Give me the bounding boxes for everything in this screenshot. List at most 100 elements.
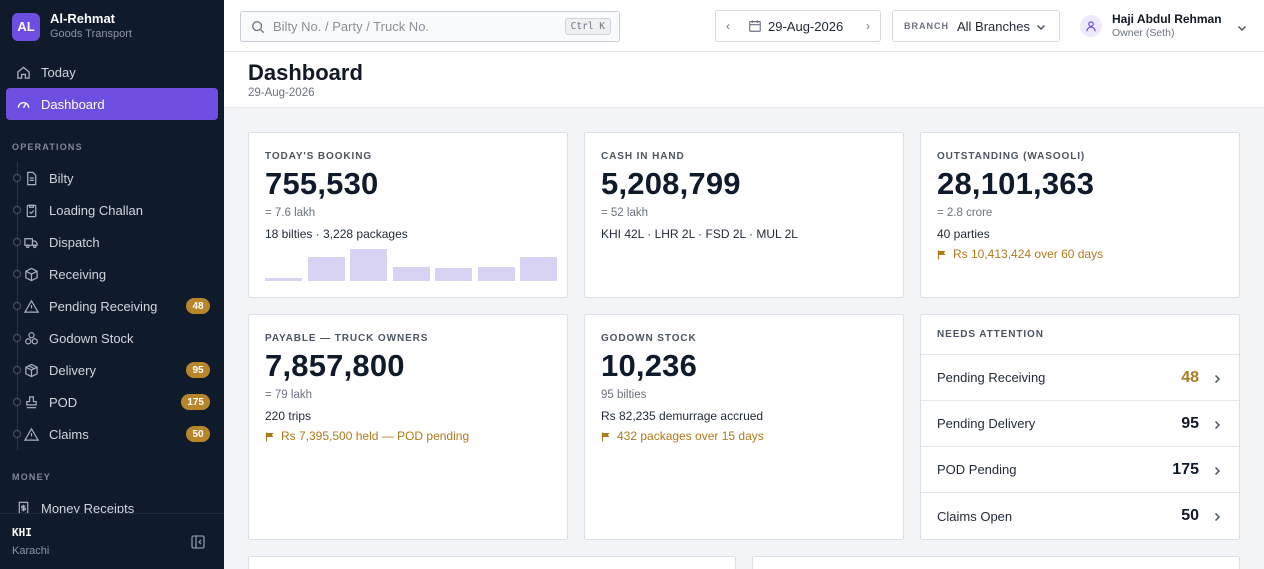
sparkline-bar (350, 249, 387, 281)
search-input[interactable] (273, 19, 553, 34)
user-icon (1080, 15, 1102, 37)
count-badge: 175 (181, 394, 210, 410)
next-date-button[interactable]: › (866, 19, 870, 33)
truck-icon (22, 233, 40, 251)
sidebar-item-label: Delivery (49, 362, 96, 378)
attention-count: 95 (1181, 414, 1199, 432)
document-icon (22, 169, 40, 187)
card-todays-booking[interactable]: TODAY'S BOOKING 755,530 = 7.6 lakh 18 bi… (248, 132, 568, 298)
card-label: OUTSTANDING (WASOOLI) (937, 151, 1086, 162)
card-subtext: = 52 lakh (601, 207, 648, 219)
attention-row-pending-delivery[interactable]: Pending Delivery 95 (921, 401, 1239, 447)
sidebar-item-loading-challan[interactable]: Loading Challan (0, 194, 224, 226)
sidebar-item-bilty[interactable]: Bilty (0, 162, 224, 194)
flag-icon (265, 431, 275, 442)
sparkline-bar (265, 278, 302, 281)
user-menu[interactable]: Haji Abdul Rehman Owner (Seth) (1080, 9, 1250, 43)
collapse-sidebar-icon[interactable] (190, 534, 206, 550)
card-godown-stock[interactable]: GODOWN STOCK 10,236 95 bilties Rs 82,235… (584, 314, 904, 540)
card-value: 28,101,363 (937, 166, 1095, 201)
page-heading: Dashboard 29-Aug-2026 (224, 52, 1264, 108)
sidebar-item-delivery[interactable]: Delivery 95 (0, 354, 224, 386)
sidebar-item-dispatch[interactable]: Dispatch (0, 226, 224, 258)
card-payable-truck-owners[interactable]: PAYABLE — TRUCK OWNERS 7,857,800 = 79 la… (248, 314, 568, 540)
card-detail: 40 parties (937, 227, 990, 241)
sidebar-item-pending-receiving[interactable]: Pending Receiving 48 (0, 290, 224, 322)
attention-row-pending-receiving[interactable]: Pending Receiving 48 (921, 355, 1239, 401)
card-label: CASH IN HAND (601, 151, 685, 162)
count-badge: 95 (186, 362, 210, 378)
card-outstanding[interactable]: OUTSTANDING (WASOOLI) 28,101,363 = 2.8 c… (920, 132, 1240, 298)
sidebar-item-label: POD (49, 394, 78, 410)
sparkline-bar (307, 257, 345, 281)
sidebar-item-claims[interactable]: Claims 50 (0, 418, 224, 450)
user-role: Owner (Seth) (1112, 27, 1175, 39)
search-box[interactable]: Ctrl K (240, 11, 620, 42)
attention-row-pod-pending[interactable]: POD Pending 175 (921, 447, 1239, 493)
sidebar-item-receiving[interactable]: Receiving (0, 258, 224, 290)
chevron-right-icon (1211, 464, 1223, 476)
tree-dot (13, 430, 21, 438)
stamp-icon (22, 393, 40, 411)
brand-subtitle: Goods Transport (50, 28, 132, 40)
card-detail: KHI 42L · LHR 2L · FSD 2L · MUL 2L (601, 227, 798, 241)
card-cash-in-hand[interactable]: CASH IN HAND 5,208,799 = 52 lakh KHI 42L… (584, 132, 904, 298)
card-label: GODOWN STOCK (601, 333, 697, 344)
warning-icon (22, 297, 40, 315)
attention-label: POD Pending (937, 462, 1017, 477)
flag-icon (601, 431, 611, 442)
card-subtext: = 79 lakh (265, 389, 312, 401)
card-subtext: = 2.8 crore (937, 207, 993, 219)
card-warning: 432 packages over 15 days (601, 429, 764, 443)
tree-dot (13, 366, 21, 374)
nav-top: Today Dashboard (6, 56, 218, 120)
brand-name: Al-Rehmat (50, 11, 116, 26)
bottom-card-left (248, 556, 736, 569)
chevron-right-icon (1211, 372, 1223, 384)
card-detail: 18 bilties · 3,228 packages (265, 227, 408, 241)
branch-select[interactable]: BRANCH All Branches (892, 10, 1060, 42)
alert-icon (22, 425, 40, 443)
attention-count: 48 (1181, 368, 1199, 386)
card-warning-text: Rs 7,395,500 held — POD pending (281, 429, 470, 443)
selected-date[interactable]: 29-Aug-2026 (768, 18, 844, 34)
gauge-icon (14, 95, 32, 113)
attention-row-claims-open[interactable]: Claims Open 50 (921, 493, 1239, 539)
sidebar-item-godown-stock[interactable]: Godown Stock (0, 322, 224, 354)
chevron-down-icon (1035, 20, 1047, 32)
chevron-right-icon (1211, 510, 1223, 522)
sidebar-item-today[interactable]: Today (6, 56, 218, 88)
card-label: PAYABLE — TRUCK OWNERS (265, 333, 429, 344)
branch-code: KHI (12, 526, 32, 539)
card-subtext: = 7.6 lakh (265, 207, 316, 219)
bottom-card-right (752, 556, 1240, 569)
sidebar-item-dashboard[interactable]: Dashboard (6, 88, 218, 120)
card-value: 10,236 (601, 348, 698, 383)
brand[interactable]: AL Al-Rehmat Goods Transport (12, 12, 132, 41)
sidebar-item-pod[interactable]: POD 175 (0, 386, 224, 418)
card-warning-text: 432 packages over 15 days (617, 429, 764, 443)
sidebar-item-label: Today (41, 64, 76, 80)
card-value: 7,857,800 (265, 348, 405, 383)
sidebar-item-label: Loading Challan (49, 202, 143, 218)
sparkline-bar (392, 267, 430, 281)
card-subtext: 95 bilties (601, 389, 647, 401)
tree-dot (13, 334, 21, 342)
home-icon (14, 63, 32, 81)
booking-sparkline (265, 247, 557, 281)
tree-dot (13, 270, 21, 278)
page-title: Dashboard (248, 60, 363, 85)
attention-label: Claims Open (937, 508, 1013, 524)
card-detail: 220 trips (265, 409, 312, 423)
chevron-down-icon (1236, 21, 1248, 33)
sidebar-item-label: Godown Stock (49, 330, 134, 346)
card-warning-text: Rs 10,413,424 over 60 days (953, 247, 1104, 261)
attention-count: 175 (1172, 460, 1199, 478)
sparkline-bar (520, 257, 557, 281)
nav-operations: Bilty Loading Challan Dispatch Receiving (0, 162, 224, 450)
tree-dot (13, 398, 21, 406)
clipboard-icon (22, 201, 40, 219)
sparkline-bar (435, 268, 472, 281)
prev-date-button[interactable]: ‹ (726, 19, 730, 33)
tree-dot (13, 238, 21, 246)
